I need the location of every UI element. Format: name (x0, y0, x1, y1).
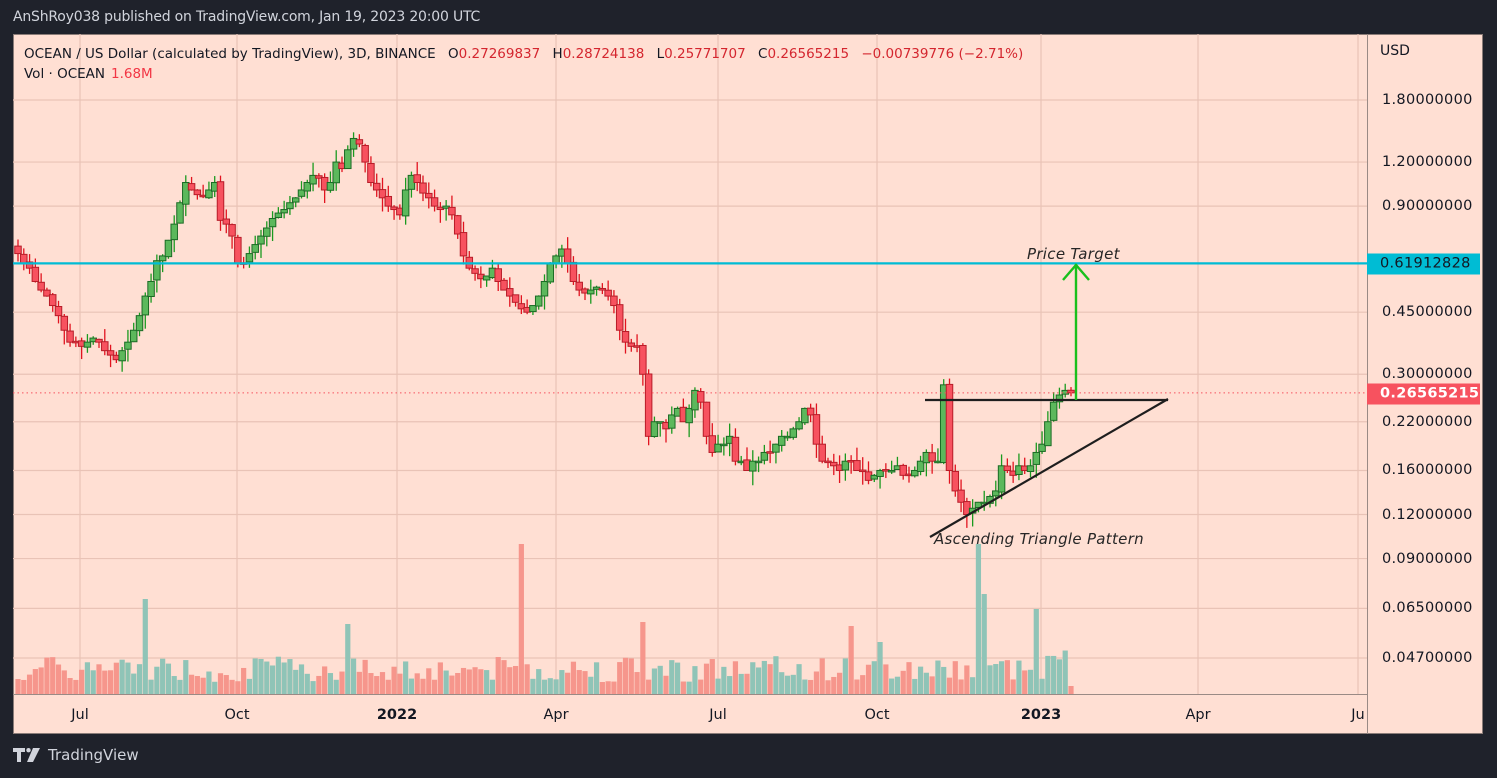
time-tick-label: Apr (543, 707, 569, 723)
last-price-tag: 0.26565215 (1367, 383, 1480, 405)
price-tick-label: 0.12000000 (1382, 506, 1473, 523)
price-tick-label: 0.90000000 (1382, 198, 1473, 215)
change-value: −0.00739776 (−2.71%) (861, 46, 1024, 62)
chart-plot-area[interactable] (13, 34, 1367, 694)
price-tick-label: 0.04700000 (1382, 650, 1473, 666)
time-tick-label: Jul (71, 707, 89, 723)
time-tick-label: 2023 (1020, 707, 1062, 723)
price-tick-label: 0.09000000 (1382, 550, 1473, 567)
price-tick-label: 0.30000000 (1382, 366, 1473, 383)
price-tick-label: 1.80000000 (1382, 92, 1473, 108)
open-value: 0.27269837 (458, 46, 541, 62)
volume-label[interactable]: Vol · OCEAN (24, 66, 105, 82)
low-value: 0.25771707 (664, 46, 746, 62)
price-tick-label: 0.16000000 (1382, 462, 1473, 479)
price-target-label[interactable]: Price Target (1027, 245, 1120, 263)
tradingview-logo: TradingView (13, 746, 139, 764)
tradingview-wordmark: TradingView (48, 746, 139, 764)
volume-legend: Vol · OCEAN 1.68M (24, 66, 153, 82)
symbol-title[interactable]: OCEAN / US Dollar (calculated by Trading… (24, 46, 436, 62)
currency-label: USD (1380, 43, 1410, 59)
ascending-triangle-label[interactable]: Ascending Triangle Pattern (934, 530, 1144, 548)
chart-frame (13, 34, 1483, 734)
target-price-tag: 0.61912828 (1367, 253, 1480, 275)
price-tick-label: 0.06500000 (1382, 600, 1473, 617)
time-tick-label: Oct (224, 707, 250, 723)
ohlc-legend: OCEAN / US Dollar (calculated by Trading… (24, 46, 1024, 62)
tradingview-logo-icon (13, 748, 40, 762)
time-tick-label: 2022 (376, 707, 418, 723)
time-axis[interactable]: Jul Oct 2022 Apr Jul Oct 2023 Apr Ju (13, 694, 1367, 734)
volume-value: 1.68M (111, 66, 153, 82)
price-tick-label: 1.20000000 (1382, 154, 1473, 171)
price-tick-label: 0.45000000 (1382, 304, 1473, 321)
close-value: 0.26565215 (767, 46, 850, 62)
time-tick-label: Apr (1185, 707, 1211, 723)
published-caption: AnShRoy038 published on TradingView.com,… (13, 9, 481, 25)
time-tick-label: Oct (864, 707, 890, 723)
price-tick-label: 0.22000000 (1382, 413, 1473, 430)
time-tick-label: Jul (709, 707, 727, 723)
high-value: 0.28724138 (562, 46, 645, 62)
candlestick-chart (13, 34, 1367, 694)
time-tick-label: Ju (1351, 707, 1365, 723)
